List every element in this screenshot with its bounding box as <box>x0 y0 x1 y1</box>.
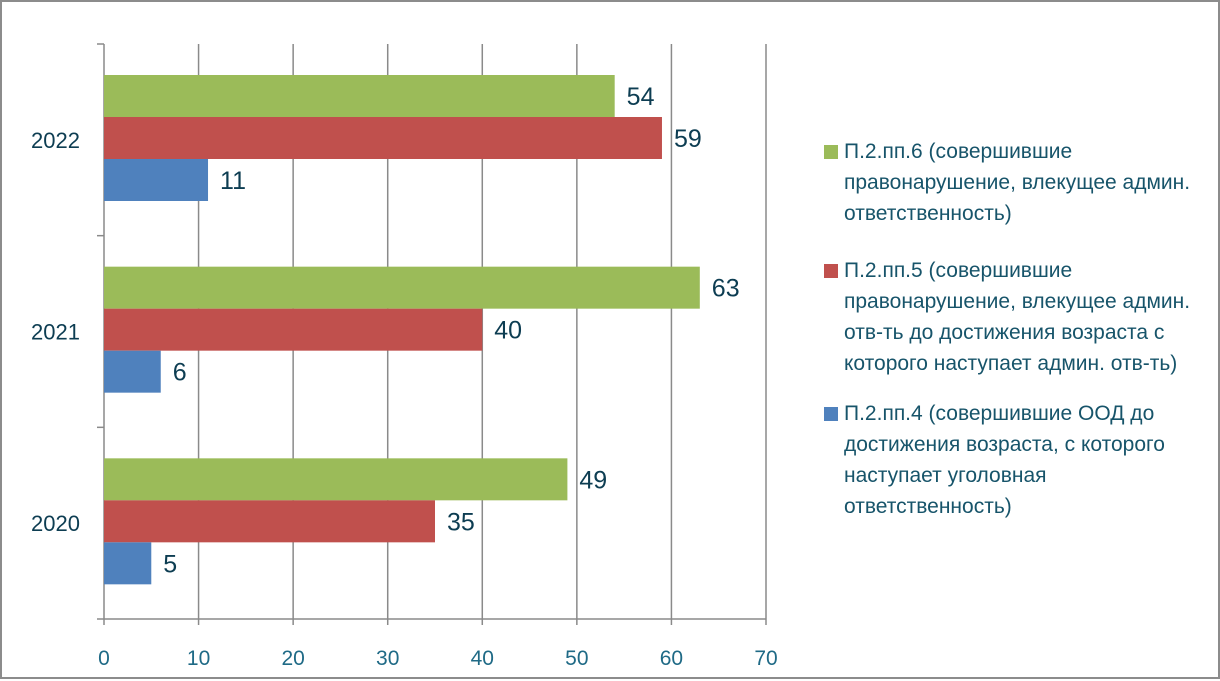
bar-2022-series-1 <box>104 75 615 117</box>
data-label: 49 <box>579 466 607 494</box>
bar-2021-series-1 <box>104 266 700 309</box>
bar-2021-series-3 <box>104 350 161 393</box>
x-tick-label: 30 <box>376 647 399 670</box>
x-tick-label: 60 <box>660 647 683 670</box>
legend-swatch-pp6 <box>824 145 838 159</box>
x-tick-label: 10 <box>187 647 210 670</box>
bar-2020-series-1 <box>104 458 568 501</box>
data-label: 63 <box>712 275 740 303</box>
x-tick-label: 70 <box>754 647 777 670</box>
x-tick-label: 0 <box>98 647 110 670</box>
legend-swatch-pp5 <box>824 264 838 278</box>
data-label: 54 <box>627 83 655 111</box>
bars <box>104 75 700 585</box>
x-tick-label: 40 <box>471 647 494 670</box>
y-category-label: 2021 <box>31 320 80 345</box>
bar-2020-series-3 <box>104 542 152 585</box>
bar-2021-series-2 <box>104 308 483 351</box>
legend-item-pp5: П.2.пп.5 (совершившие правонарушение, вл… <box>824 255 1216 379</box>
data-label: 59 <box>674 125 702 153</box>
x-tick-label: 20 <box>281 647 304 670</box>
data-label: 6 <box>173 359 187 387</box>
legend-item-pp6: П.2.пп.6 (совершившие правонарушение, вл… <box>824 136 1216 229</box>
legend-label-pp4: П.2.пп.4 (совершившие ООД до достижения … <box>844 402 1165 518</box>
legend: П.2.пп.6 (совершившие правонарушение, вл… <box>824 136 1216 548</box>
data-label: 35 <box>447 508 475 536</box>
data-label: 5 <box>163 550 177 578</box>
y-category-label: 2020 <box>31 511 80 536</box>
bar-2022-series-3 <box>104 159 209 201</box>
legend-label-pp6: П.2.пп.6 (совершившие правонарушение, вл… <box>844 140 1191 225</box>
data-labels: 49 35 5 63 40 6 54 59 11 <box>163 83 739 578</box>
y-category-label: 2022 <box>31 128 80 153</box>
legend-swatch-pp4 <box>824 407 838 421</box>
legend-label-pp5: П.2.пп.5 (совершившие правонарушение, вл… <box>844 259 1191 375</box>
data-label: 40 <box>494 317 522 345</box>
bar-2020-series-2 <box>104 500 435 543</box>
data-label: 11 <box>220 167 246 195</box>
axes: 0 10 20 30 40 50 60 70 2020 2021 2022 <box>31 43 778 670</box>
x-tick-label: 50 <box>565 647 588 670</box>
legend-item-pp4: П.2.пп.4 (совершившие ООД до достижения … <box>824 398 1216 522</box>
bar-2022-series-2 <box>104 117 662 159</box>
